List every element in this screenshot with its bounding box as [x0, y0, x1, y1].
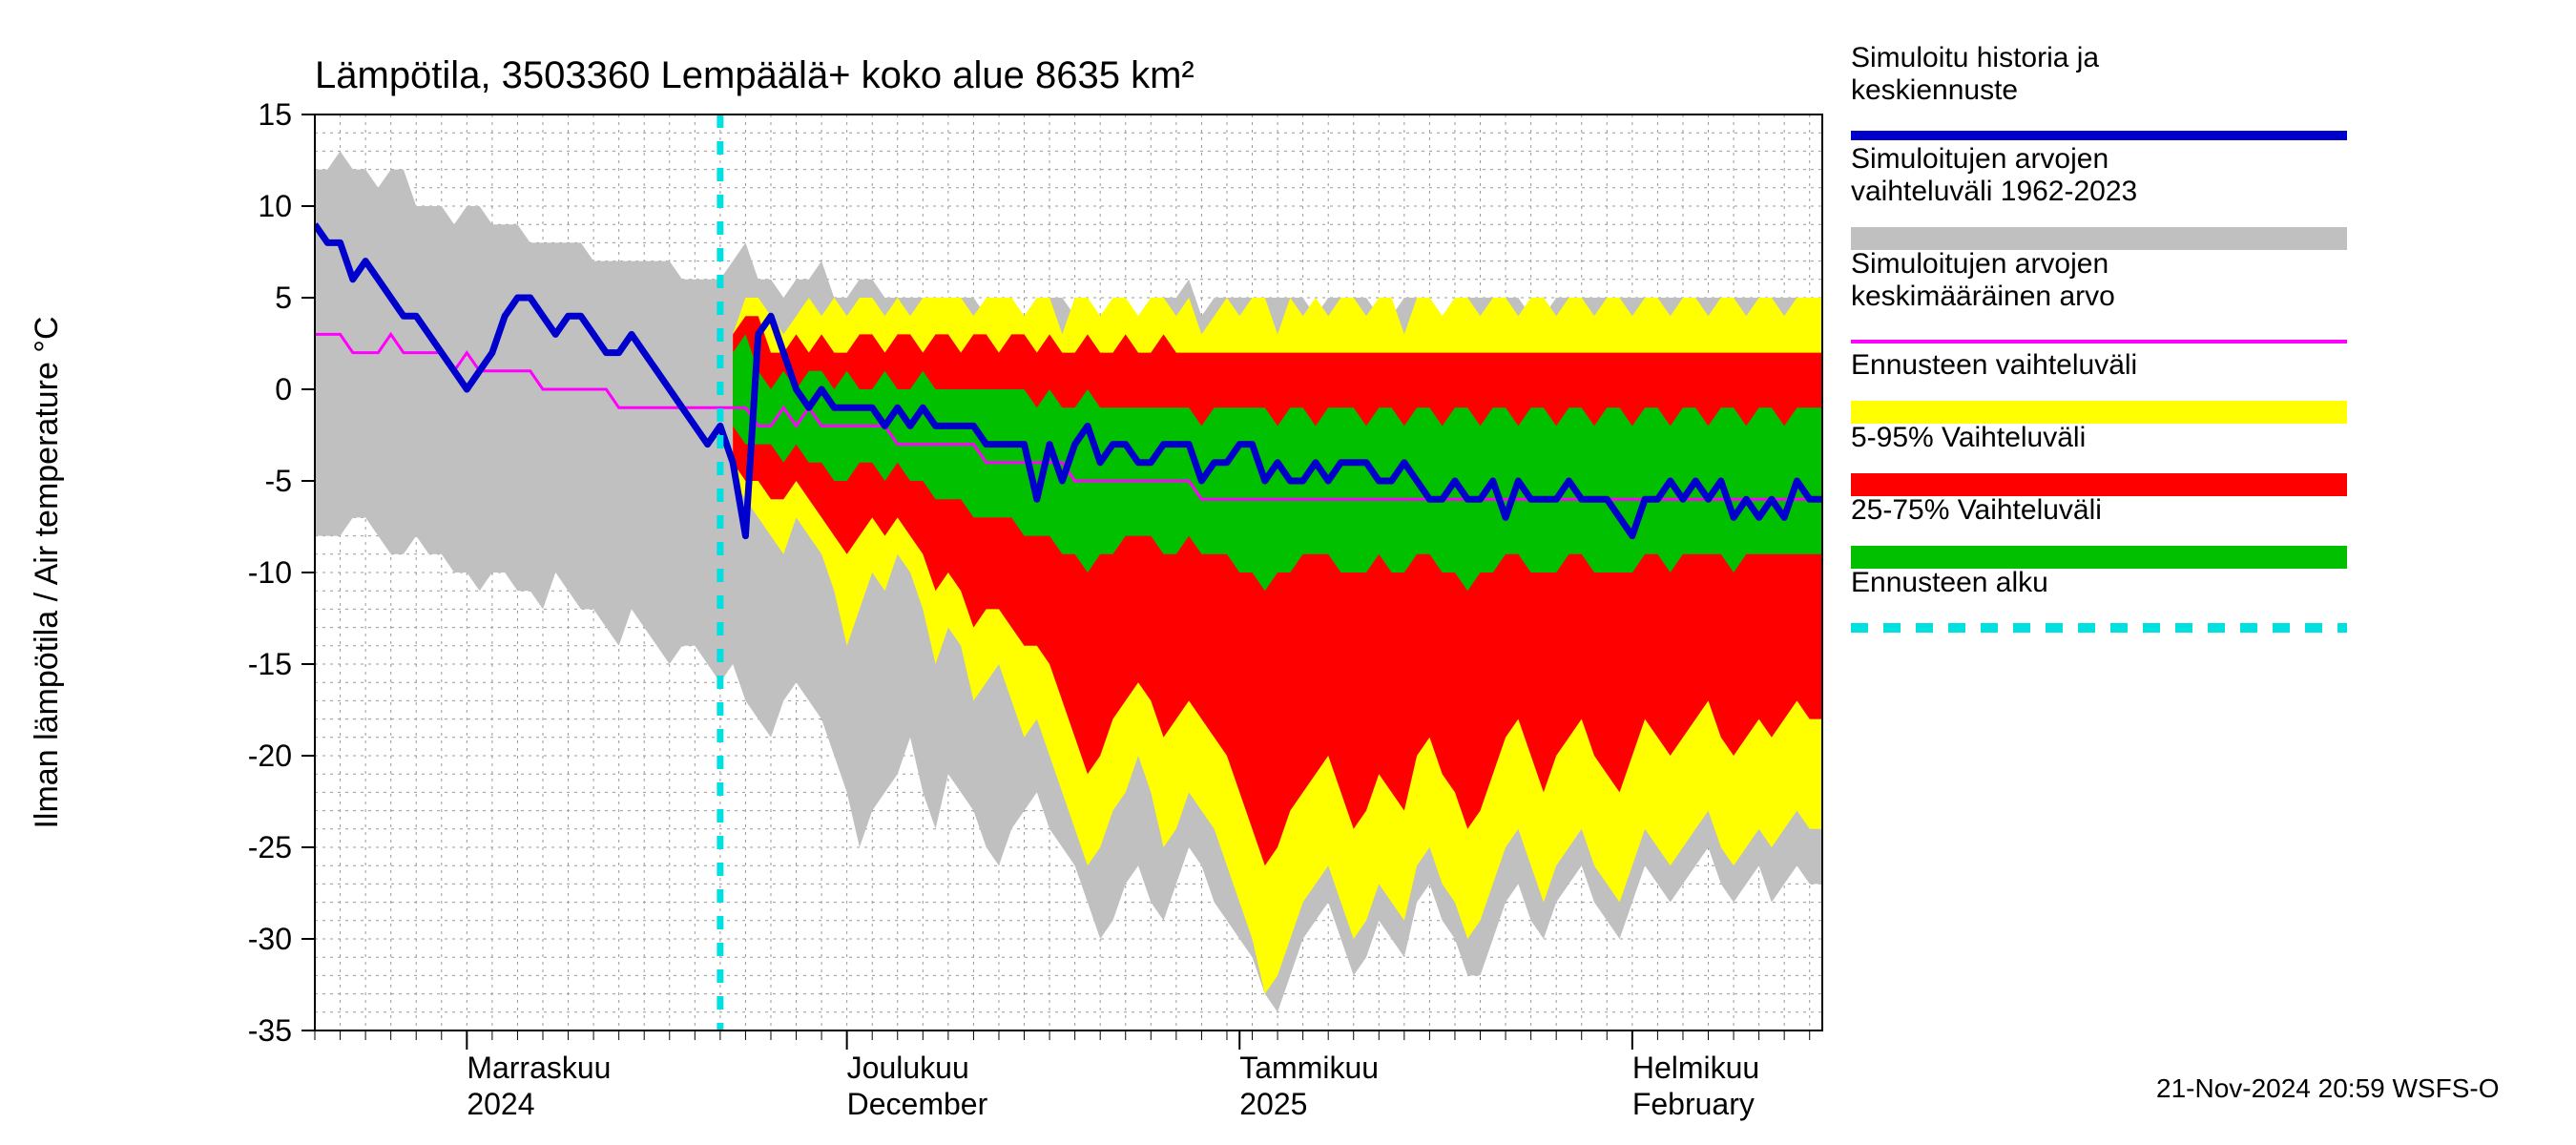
legend-label: Simuloitujen arvojen — [1851, 248, 2109, 280]
x-month-label: Tammikuu — [1239, 1051, 1379, 1085]
legend-swatch — [1851, 401, 2347, 424]
y-tick-label: 5 — [275, 281, 292, 315]
legend-swatch — [1851, 227, 2347, 250]
legend-label: 25-75% Vaihteluväli — [1851, 494, 2102, 526]
x-month-label: Joulukuu — [847, 1051, 969, 1085]
x-month-label2: 2024 — [467, 1087, 534, 1121]
temperature-forecast-chart: -35 -30 -25 -20 -15 -10 -5 0 5 10 15 Marraskuu2024 J… — [0, 0, 2576, 1145]
x-month-label: Marraskuu — [467, 1051, 611, 1085]
y-axis-label: Ilman lämpötila / Air temperature °C — [29, 316, 65, 828]
legend-swatch — [1851, 546, 2347, 569]
legend-label: keskiennuste — [1851, 74, 2018, 106]
chart-footer: 21-Nov-2024 20:59 WSFS-O — [2156, 1073, 2500, 1103]
y-tick-label: 15 — [258, 97, 292, 132]
legend-label: vaihteluväli 1962-2023 — [1851, 176, 2137, 207]
x-month-label2: December — [847, 1087, 988, 1121]
y-tick-label: -35 — [248, 1013, 292, 1048]
x-month-label2: 2025 — [1239, 1087, 1307, 1121]
x-month-label: Helmikuu — [1632, 1051, 1759, 1085]
y-tick-label: -15 — [248, 647, 292, 681]
legend-label: 5-95% Vaihteluväli — [1851, 422, 2086, 453]
y-tick-label: -10 — [248, 555, 292, 590]
x-month-label2: February — [1632, 1087, 1755, 1121]
y-tick-label: 0 — [275, 372, 292, 406]
y-tick-label: 10 — [258, 189, 292, 223]
y-tick-label: -30 — [248, 922, 292, 956]
legend-label: keskimääräinen arvo — [1851, 281, 2115, 312]
y-tick-label: -20 — [248, 739, 292, 773]
legend-label: Ennusteen vaihteluväli — [1851, 349, 2137, 381]
y-tick-label: -25 — [248, 830, 292, 864]
legend-label: Simuloitujen arvojen — [1851, 143, 2109, 175]
legend-label: Simuloitu historia ja — [1851, 42, 2099, 73]
legend-swatch — [1851, 473, 2347, 496]
chart-title: Lämpötila, 3503360 Lempäälä+ koko alue 8… — [315, 54, 1195, 96]
legend-label: Ennusteen alku — [1851, 567, 2048, 598]
y-tick-label: -5 — [265, 464, 292, 498]
